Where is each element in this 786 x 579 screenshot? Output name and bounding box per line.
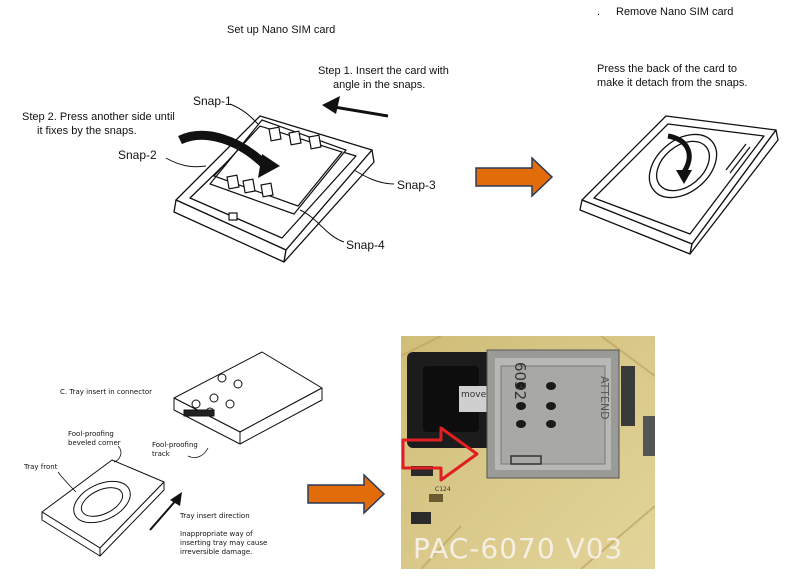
track-label-line1: Fool-proofing (152, 441, 198, 449)
snap1-label: Snap-1 (193, 94, 232, 108)
remove-title: Remove Nano SIM card (616, 6, 734, 18)
tray-front-label: Tray front (24, 463, 58, 471)
remove-instr-line1: Press the back of the card to (597, 63, 738, 75)
step2-line2: it fixes by the snaps. (37, 125, 137, 137)
warning-line2: inserting tray may cause (180, 539, 268, 547)
step1-line1: Step 1. Insert the card with (318, 65, 449, 77)
cap-label: C124 (435, 486, 451, 493)
tray-drawing (41, 459, 165, 557)
direction-label: Tray insert direction (180, 512, 250, 520)
setup-title: Set up Nano SIM card (227, 24, 336, 36)
step1-line2: angle in the snaps. (333, 79, 426, 91)
bevel-label-line1: Fool-proofing (68, 430, 114, 438)
connector-drawing (173, 351, 323, 445)
tray-text: move (461, 390, 487, 400)
snap-leaders (165, 103, 395, 243)
press-back-arrow-icon (667, 133, 692, 184)
track-label-line2: track (152, 450, 170, 458)
side-text: ATTEND (598, 376, 611, 420)
warning-line3: irreversible damage. (180, 548, 253, 556)
sim-tray-remove-drawing (579, 115, 779, 255)
red-arrow-icon (401, 426, 479, 482)
process-arrow-icon (307, 473, 386, 515)
press-curved-arrow-icon (178, 130, 280, 178)
snap3-label: Snap-3 (397, 178, 436, 192)
bottom-leaders (57, 445, 209, 493)
pcb-photo: 6032 ATTEND move C124 PAC-6070 V03 (401, 336, 655, 569)
board-label: PAC-6070 V03 (413, 532, 624, 565)
insert-direction-arrow-icon (149, 492, 182, 531)
bevel-label-line2: beveled corner (68, 439, 121, 447)
remove-bullet: . (597, 6, 601, 18)
snap2-label: Snap-2 (118, 148, 157, 162)
remove-instr-line2: make it detach from the snaps. (597, 77, 748, 89)
chip-text: 6032 (511, 362, 529, 401)
warning-line1: Inappropriate way of (180, 530, 253, 538)
snap4-label: Snap-4 (346, 238, 385, 252)
step2-line1: Step 2. Press another side until (22, 111, 175, 123)
tray-heading: C. Tray insert in connector (60, 388, 152, 396)
insert-arrow-icon (322, 96, 389, 118)
process-arrow-icon (475, 156, 554, 198)
